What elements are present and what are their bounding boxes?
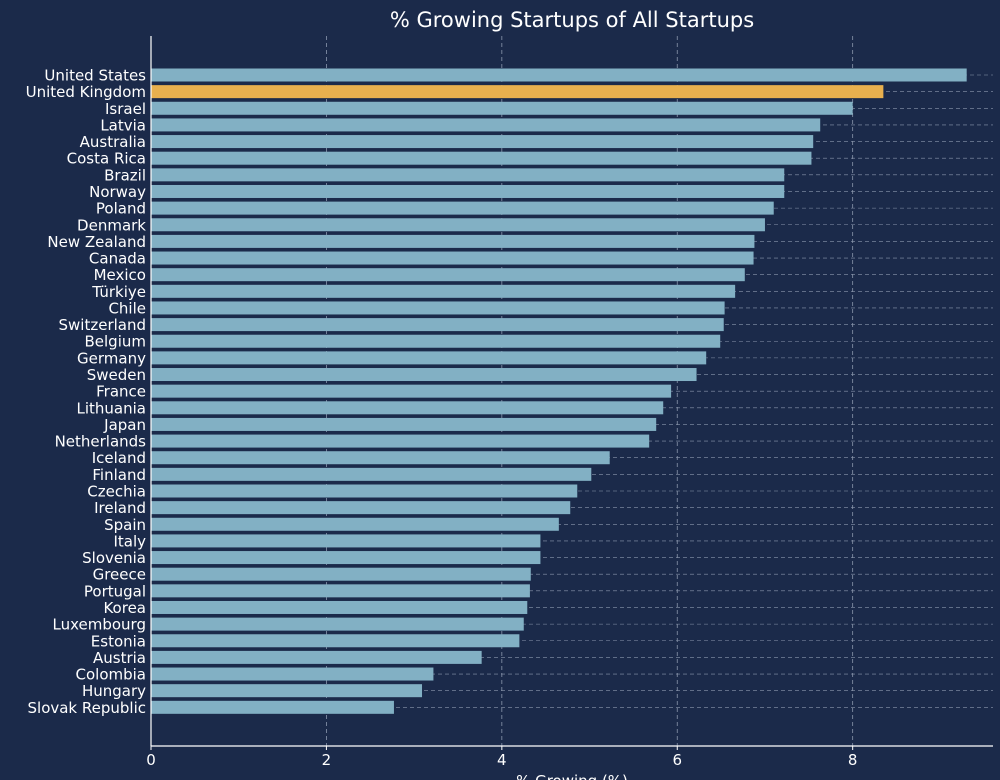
y-tick-label: Austria [93, 649, 146, 667]
x-tick-labels: 0 2 4 6 8 [146, 751, 857, 769]
bar-spain [151, 517, 559, 531]
x-axis-label: % Growing (%) [516, 772, 628, 780]
y-tick-label: Sweden [87, 366, 146, 384]
y-tick-label: Poland [96, 200, 146, 218]
bar-hungary [151, 684, 423, 698]
y-tick-label: United Kingdom [26, 83, 146, 101]
bar-mexico [151, 268, 745, 282]
bar-korea [151, 600, 528, 614]
bar-france [151, 384, 672, 398]
x-tick-label: 2 [322, 751, 332, 769]
x-tick-label: 8 [848, 751, 858, 769]
y-tick-label: Türkiye [91, 283, 146, 301]
bar-switzerland [151, 318, 724, 332]
y-tick-label: Portugal [84, 582, 146, 600]
bar-luxembourg [151, 617, 524, 631]
y-tick-label: Norway [89, 183, 146, 201]
bar-colombia [151, 667, 434, 681]
y-tick-label: Chile [108, 299, 146, 317]
x-tick-label: 4 [497, 751, 507, 769]
bar-slovenia [151, 551, 541, 565]
bar-costa-rica [151, 151, 812, 165]
y-tick-label: Greece [93, 566, 146, 584]
y-tick-label: Latvia [100, 116, 146, 134]
x-tick-label: 0 [146, 751, 156, 769]
bar-italy [151, 534, 541, 548]
x-tick-label: 6 [672, 751, 682, 769]
bar-slovak-republic [151, 700, 394, 714]
bar-greece [151, 567, 531, 581]
bar-sweden [151, 368, 697, 382]
bar-chile [151, 301, 725, 315]
y-tick-label: Korea [103, 599, 146, 617]
bar-czechia [151, 484, 578, 498]
y-tick-label: Brazil [104, 166, 146, 184]
bar-latvia [151, 118, 821, 132]
y-tick-label: Slovak Republic [28, 699, 147, 717]
bars [151, 68, 967, 714]
bar-turkiye [151, 284, 736, 298]
y-tick-label: Estonia [91, 632, 146, 650]
bar-portugal [151, 584, 530, 598]
bar-austria [151, 650, 482, 664]
y-tick-label: France [96, 383, 146, 401]
y-tick-label: Slovenia [82, 549, 146, 567]
bar-canada [151, 251, 754, 265]
bar-germany [151, 351, 707, 365]
y-tick-label: Czechia [87, 483, 146, 501]
axes [150, 36, 993, 750]
bar-poland [151, 201, 774, 215]
y-tick-label: Lithuania [77, 399, 146, 417]
bar-japan [151, 417, 657, 431]
bar-netherlands [151, 434, 650, 448]
y-tick-label: Colombia [76, 666, 147, 684]
y-tick-label: Mexico [94, 266, 146, 284]
bar-estonia [151, 634, 520, 648]
y-tick-label: Australia [80, 133, 146, 151]
bar-finland [151, 467, 592, 481]
bar-ireland [151, 501, 571, 515]
bar-belgium [151, 334, 721, 348]
bar-brazil [151, 168, 785, 182]
bar-new-zealand [151, 234, 755, 248]
bar-israel [151, 101, 853, 115]
bar-norway [151, 184, 785, 198]
bar-denmark [151, 218, 765, 232]
y-tick-label: Spain [104, 516, 146, 534]
y-tick-label: Costa Rica [67, 150, 146, 168]
bar-united-kingdom [151, 85, 884, 99]
y-tick-label: Finland [92, 466, 146, 484]
y-tick-label: Israel [105, 100, 146, 118]
y-tick-label: Canada [89, 250, 146, 268]
y-tick-label: Belgium [85, 333, 147, 351]
y-tick-label: New Zealand [47, 233, 146, 251]
y-tick-label: Luxembourg [53, 616, 147, 634]
y-tick-label: Iceland [92, 449, 146, 467]
bar-united-states [151, 68, 967, 82]
y-tick-label: Netherlands [55, 433, 147, 451]
chart-title: % Growing Startups of All Startups [390, 8, 754, 32]
y-tick-label: Denmark [77, 216, 146, 234]
bar-iceland [151, 451, 610, 465]
y-tick-label: United States [44, 67, 146, 85]
y-tick-label: Japan [103, 416, 146, 434]
bar-australia [151, 135, 814, 149]
y-tick-label: Ireland [94, 499, 146, 517]
bar-lithuania [151, 401, 664, 415]
y-tick-label: Switzerland [59, 316, 147, 334]
y-tick-label: Hungary [82, 682, 146, 700]
y-tick-label: Italy [113, 532, 146, 550]
y-tick-label: Germany [77, 349, 146, 367]
